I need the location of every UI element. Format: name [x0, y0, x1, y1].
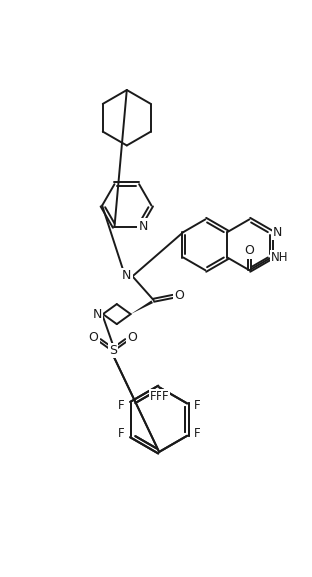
Text: O: O — [127, 331, 137, 344]
Text: F: F — [193, 429, 200, 442]
Text: NH: NH — [271, 251, 289, 264]
Text: F: F — [150, 390, 156, 403]
Text: F: F — [194, 399, 200, 412]
Text: F: F — [162, 390, 168, 403]
Text: O: O — [89, 331, 99, 344]
Text: N: N — [273, 226, 282, 239]
Text: N: N — [122, 269, 131, 282]
Text: F: F — [118, 427, 124, 440]
Text: O: O — [244, 245, 254, 257]
Text: O: O — [174, 289, 184, 302]
Polygon shape — [131, 301, 153, 314]
Text: F: F — [193, 397, 200, 410]
Text: N: N — [93, 308, 102, 321]
Text: F: F — [119, 429, 125, 442]
Text: S: S — [109, 344, 117, 357]
Text: F: F — [156, 390, 163, 403]
Text: F: F — [194, 427, 200, 440]
Text: N: N — [138, 220, 148, 233]
Text: F: F — [119, 397, 125, 410]
Text: F: F — [118, 399, 124, 412]
Polygon shape — [131, 387, 187, 452]
